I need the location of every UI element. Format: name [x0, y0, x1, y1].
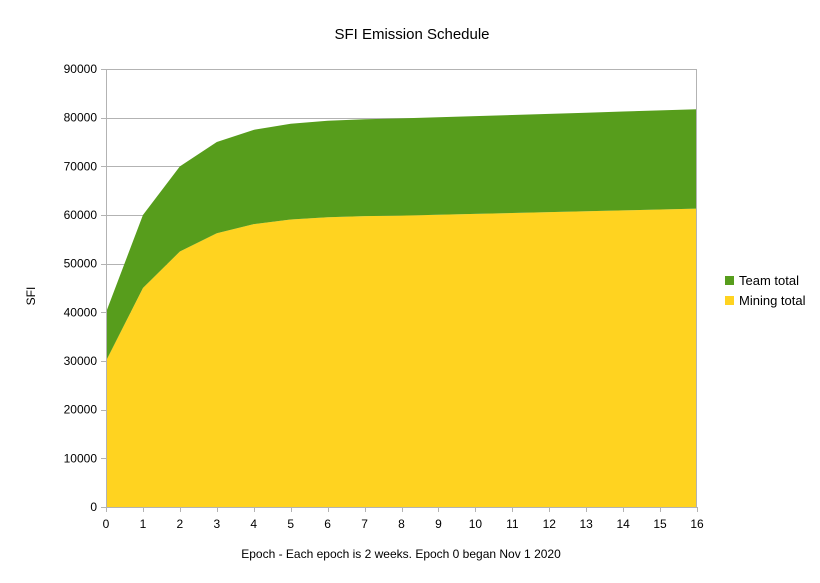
x-tick-label: 9	[435, 517, 442, 531]
legend: Team total Mining total	[725, 273, 806, 308]
legend-label-mining-total: Mining total	[739, 293, 806, 308]
x-tick-label: 4	[250, 517, 257, 531]
x-tick-label: 15	[653, 517, 667, 531]
x-tick-label: 1	[140, 517, 147, 531]
x-tick-label: 13	[580, 517, 594, 531]
area-team-total	[106, 109, 697, 361]
y-tick-label: 90000	[64, 62, 98, 76]
y-tick-label: 40000	[64, 305, 98, 319]
x-tick-label: 10	[469, 517, 483, 531]
x-tick-label: 0	[103, 517, 110, 531]
legend-swatch-team-total	[725, 276, 734, 285]
x-tick-label: 12	[543, 517, 557, 531]
x-axis-title: Epoch - Each epoch is 2 weeks. Epoch 0 b…	[241, 547, 561, 561]
y-axis-title: SFI	[24, 287, 38, 306]
legend-label-team-total: Team total	[739, 273, 799, 288]
y-tick-label: 70000	[64, 159, 98, 173]
area-mining-total	[106, 208, 697, 507]
y-tick-label: 30000	[64, 354, 98, 368]
y-tick-label: 50000	[64, 257, 98, 271]
y-tick-labels: 0 10000 20000 30000 40000 50000 60000 70000 8000…	[64, 62, 98, 514]
x-tick-label: 14	[616, 517, 630, 531]
legend-swatch-mining-total	[725, 296, 734, 305]
axes	[106, 69, 698, 512]
x-tick-label: 7	[361, 517, 368, 531]
x-tick-labels: 0 1 2 3 4 5 6 7 8 9 10 11 12 13 14 15 16	[103, 517, 704, 531]
y-tick-label: 20000	[64, 403, 98, 417]
x-tick-label: 11	[506, 517, 519, 531]
x-tick-label: 2	[177, 517, 184, 531]
area-series	[106, 109, 697, 507]
y-tick-label: 0	[90, 500, 97, 514]
x-tick-label: 16	[690, 517, 704, 531]
x-tick-label: 5	[287, 517, 294, 531]
y-tick-label: 60000	[64, 208, 98, 222]
x-tick-label: 3	[213, 517, 220, 531]
x-tick-label: 6	[324, 517, 331, 531]
y-tick-label: 10000	[64, 451, 98, 465]
x-tick-label: 8	[398, 517, 405, 531]
chart-title: SFI Emission Schedule	[334, 26, 489, 43]
y-tick-label: 80000	[64, 111, 98, 125]
